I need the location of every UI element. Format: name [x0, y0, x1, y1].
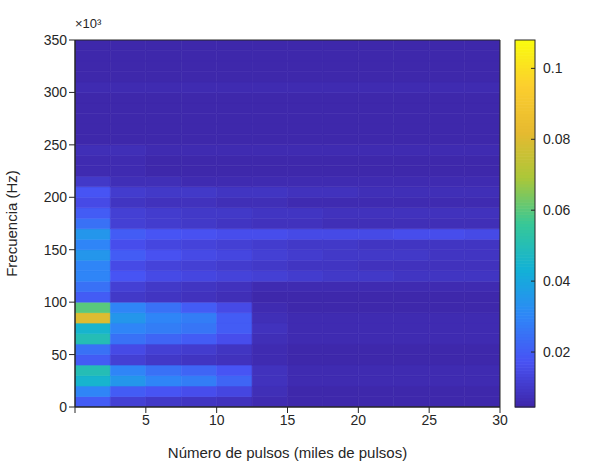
svg-text:350: 350 [44, 32, 68, 48]
svg-text:5: 5 [142, 412, 150, 428]
svg-text:10: 10 [209, 412, 225, 428]
svg-text:25: 25 [421, 412, 437, 428]
html-text:×10³: ×10³ [75, 16, 102, 31]
svg-text:200: 200 [44, 189, 68, 205]
svg-text:0.08: 0.08 [543, 131, 570, 147]
svg-text:20: 20 [351, 412, 367, 428]
svg-text:0.1: 0.1 [543, 60, 563, 76]
svg-text:0: 0 [59, 399, 67, 415]
svg-text:0.06: 0.06 [543, 202, 570, 218]
svg-text:Frecuencia (Hz): Frecuencia (Hz) [3, 170, 20, 277]
svg-text:15: 15 [280, 412, 296, 428]
svg-text:100: 100 [44, 294, 68, 310]
svg-text:Número de pulsos (miles de pul: Número de pulsos (miles de pulsos) [168, 444, 407, 461]
svg-text:30: 30 [492, 412, 508, 428]
svg-text:0.02: 0.02 [543, 344, 570, 360]
svg-text:300: 300 [44, 84, 68, 100]
svg-text:0.04: 0.04 [543, 273, 570, 289]
svg-text:150: 150 [44, 242, 68, 258]
svg-text:50: 50 [51, 347, 67, 363]
svg-text:250: 250 [44, 137, 68, 153]
